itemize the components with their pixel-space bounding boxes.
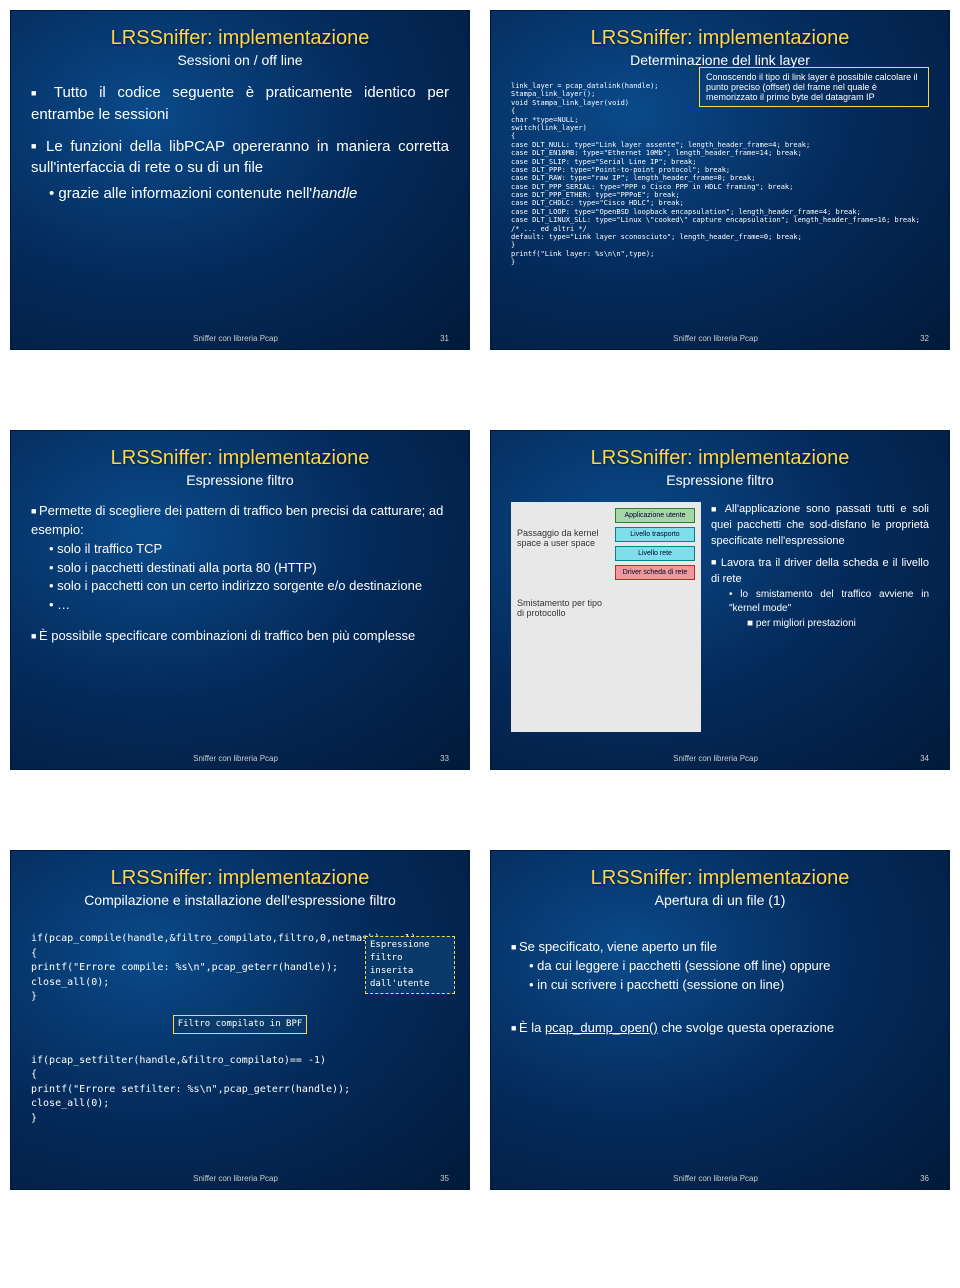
label-box: Espressione filtro inserita dall'utente — [365, 936, 455, 994]
label-box: Filtro compilato in BPF — [173, 1015, 308, 1034]
bullet: Permette di scegliere dei pattern di tra… — [31, 502, 449, 540]
slide-34: LRSSniffer: implementazione Espressione … — [490, 430, 950, 770]
slide-33: LRSSniffer: implementazione Espressione … — [10, 430, 470, 770]
sub-bullet: grazie alle informazioni contenute nell'… — [31, 183, 449, 205]
bullet: Se specificato, viene aperto un file — [511, 938, 929, 957]
slide-subtitle: Sessioni on / off line — [31, 52, 449, 68]
sub-bullet: ■ per migliori prestazioni — [711, 617, 929, 632]
footer-page: 31 — [440, 334, 449, 343]
code-block: if(pcap_setfilter(handle,&filtro_compila… — [31, 1054, 449, 1127]
slide-36: LRSSniffer: implementazione Apertura di … — [490, 850, 950, 1190]
callout-box: Conoscendo il tipo di link layer è possi… — [699, 67, 929, 107]
slide-title: LRSSniffer: implementazione — [511, 27, 929, 50]
bullet: Tutto il codice seguente è praticamente … — [31, 82, 449, 126]
slide-32: LRSSniffer: implementazione Determinazio… — [490, 10, 950, 350]
bullet: Lavora tra il driver della scheda e il l… — [711, 556, 929, 588]
slide-35: LRSSniffer: implementazione Compilazione… — [10, 850, 470, 1190]
bullet: È possibile specificare combinazioni di … — [31, 627, 449, 646]
bullet: Le funzioni della libPCAP opereranno in … — [31, 136, 449, 180]
slide-title: LRSSniffer: implementazione — [31, 27, 449, 50]
bullet: È la pcap_dump_open() che svolge questa … — [511, 1019, 929, 1038]
slide-subtitle: Determinazione del link layer — [511, 52, 929, 68]
footer-center: Sniffer con libreria Pcap — [193, 334, 278, 343]
diagram: Passaggio da kernel space a user space S… — [511, 502, 701, 732]
slide-31: LRSSniffer: implementazione Sessioni on … — [10, 10, 470, 350]
bullet: All'applicazione sono passati tutti e so… — [711, 502, 929, 550]
code-block: link_layer = pcap_datalink(handle);Stamp… — [511, 82, 929, 267]
